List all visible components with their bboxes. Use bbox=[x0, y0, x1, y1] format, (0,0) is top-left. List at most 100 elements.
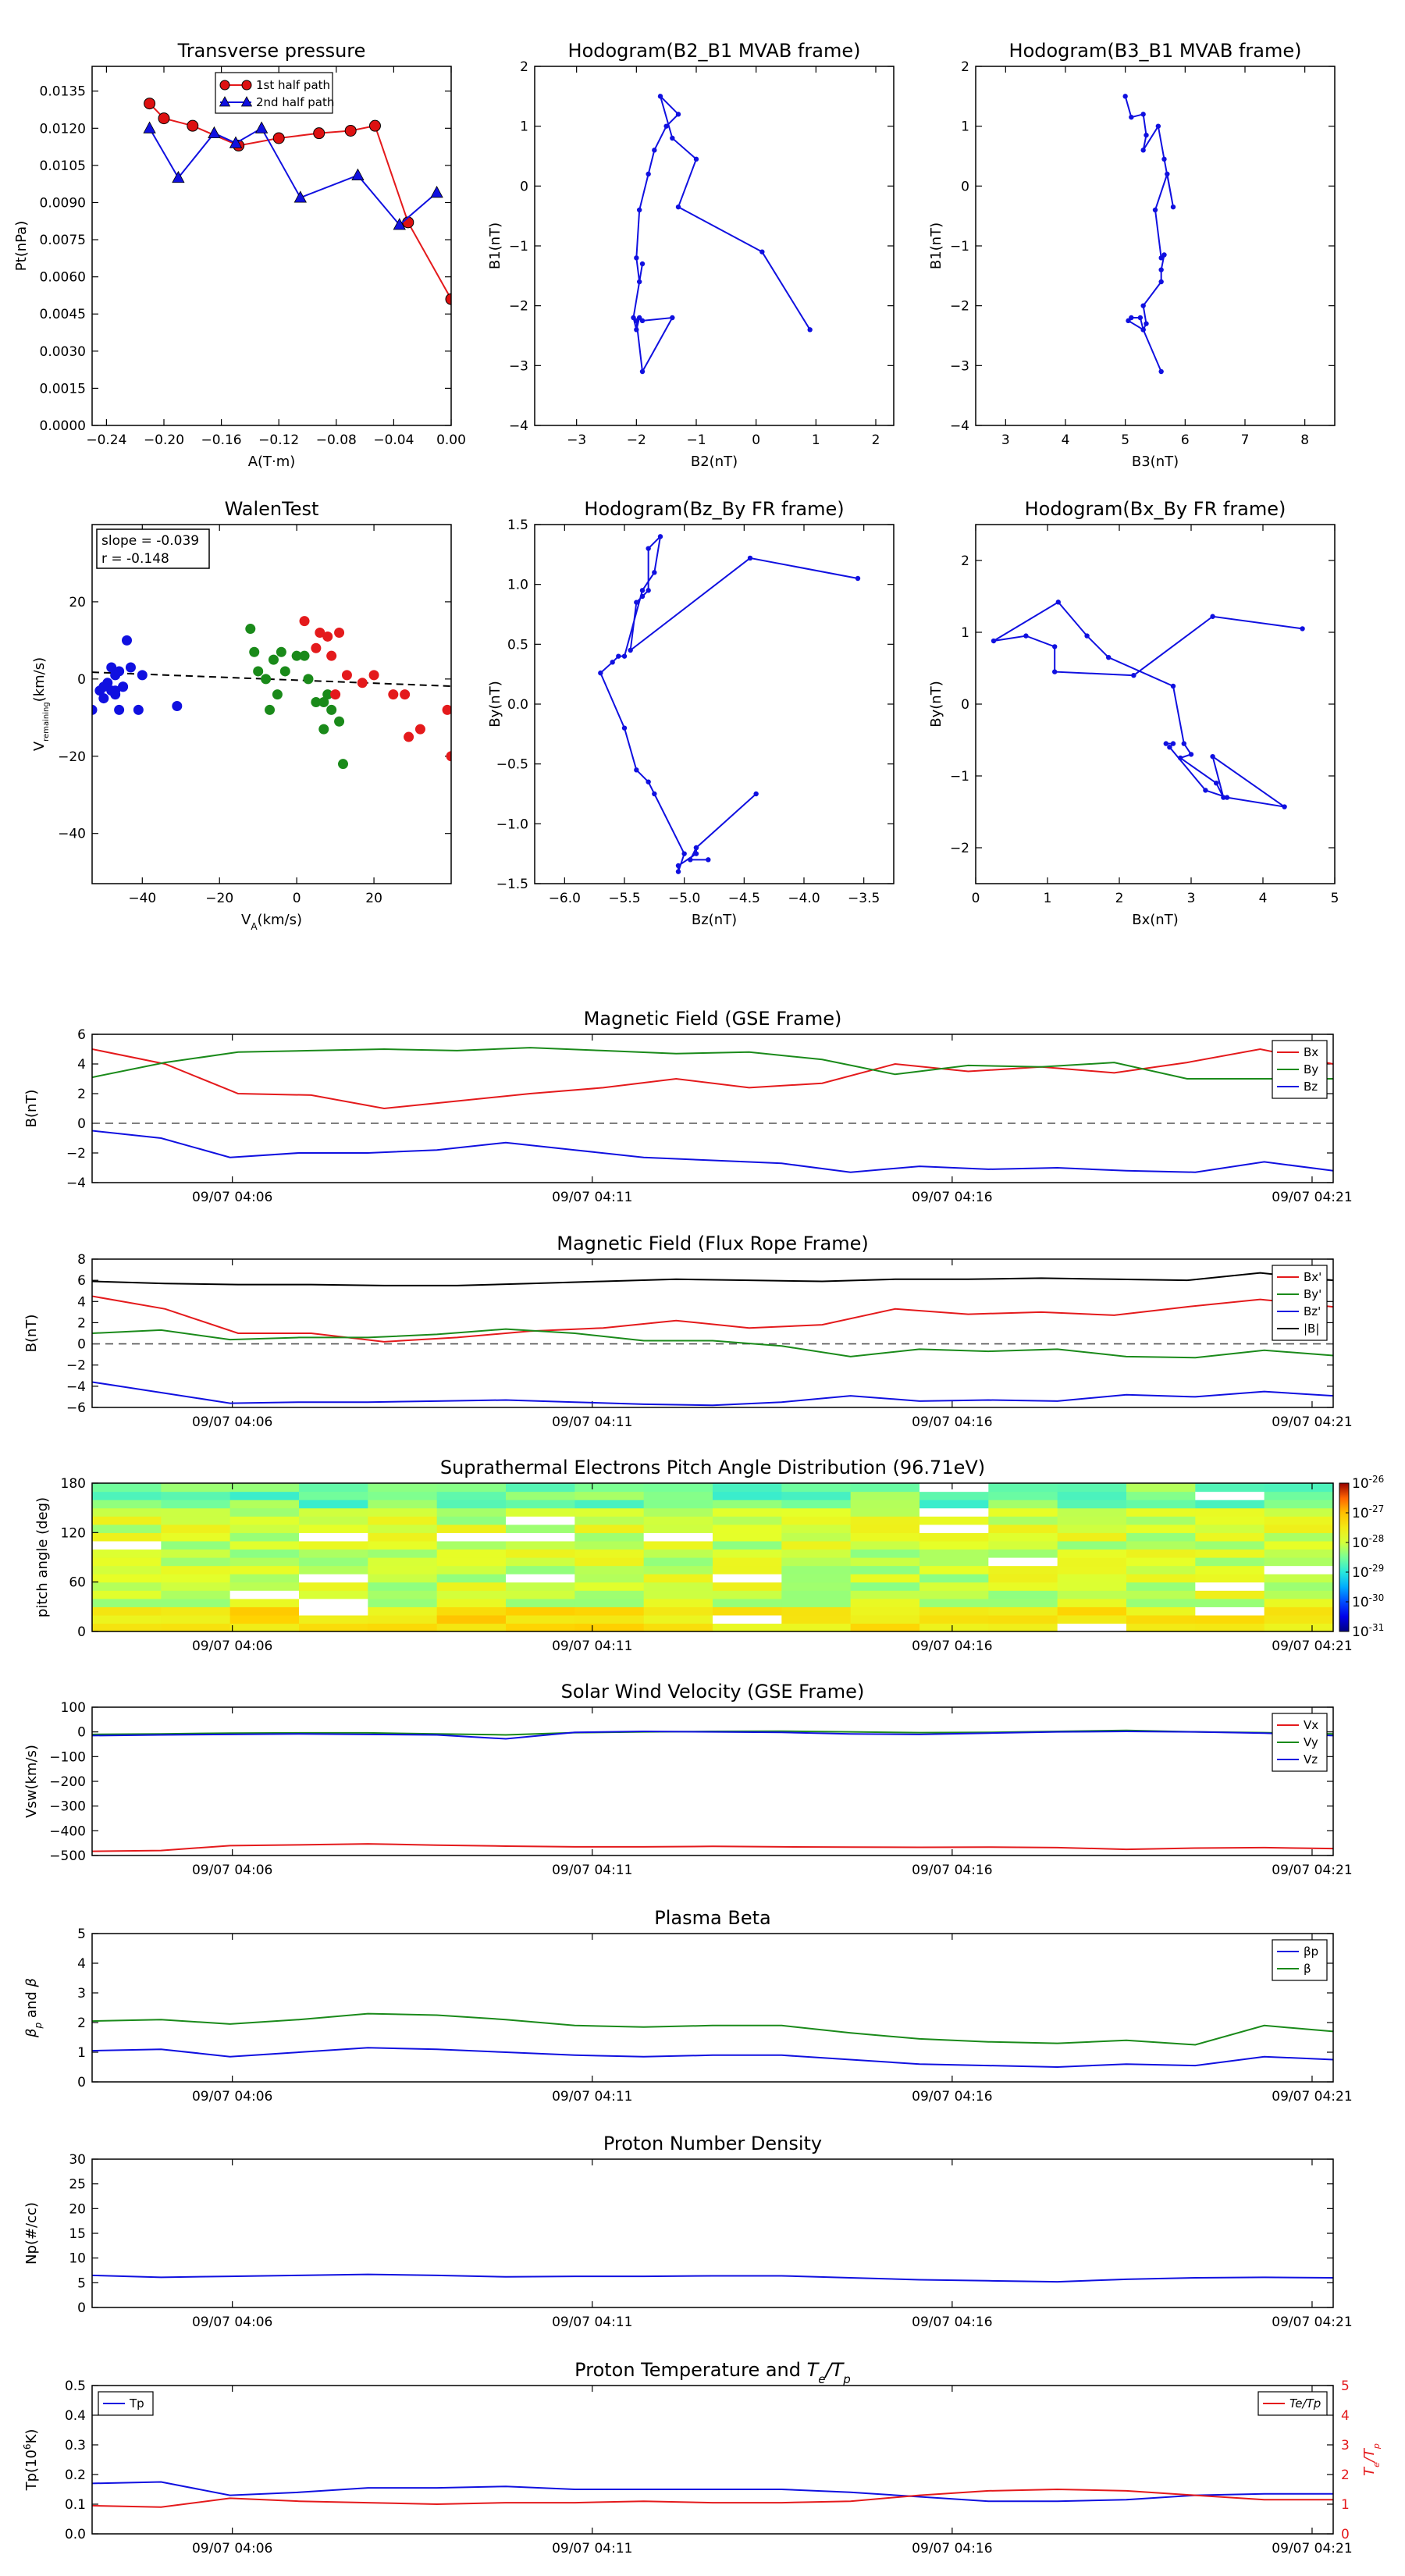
scatter-point bbox=[404, 731, 414, 742]
heat-cell bbox=[1195, 1483, 1265, 1493]
marker-dot bbox=[991, 638, 997, 644]
heat-cell bbox=[1126, 1598, 1196, 1607]
heat-cell bbox=[161, 1507, 231, 1517]
plot-frame bbox=[91, 524, 452, 884]
y-right-sub-p: p bbox=[1371, 2443, 1382, 2450]
marker-dot bbox=[610, 660, 615, 665]
heat-cell bbox=[713, 1483, 782, 1493]
heat-cell bbox=[713, 1565, 782, 1574]
heat-cell bbox=[643, 1483, 713, 1493]
x-tick-label: −0.20 bbox=[144, 432, 184, 448]
marker-dot bbox=[1158, 368, 1164, 375]
plot-area bbox=[631, 93, 813, 375]
x-tick-label: 4 bbox=[1062, 432, 1070, 448]
heat-cell bbox=[1126, 1532, 1196, 1542]
y-tick-label: −400 bbox=[49, 1823, 86, 1839]
scatter-point bbox=[125, 662, 136, 673]
y-tick-label: −2 bbox=[509, 299, 528, 315]
heat-cell bbox=[1195, 1623, 1265, 1632]
series-line-Bx bbox=[92, 1048, 1333, 1110]
colorbar-base: 10 bbox=[1352, 1476, 1369, 1492]
colorbar-base: 10 bbox=[1352, 1506, 1369, 1521]
y-tick-label: 60 bbox=[69, 1575, 86, 1591]
heat-cell bbox=[436, 1574, 507, 1583]
chart-bgse: Magnetic Field (GSE Frame) 09/07 04:06 09/… bbox=[23, 1008, 1353, 1205]
marker-dot bbox=[1140, 112, 1146, 117]
heat-cell bbox=[299, 1582, 368, 1591]
heat-cell bbox=[92, 1483, 162, 1493]
plot-frame bbox=[91, 1258, 1334, 1408]
marker-dot bbox=[1181, 741, 1187, 746]
x-tick-label: 09/07 04:11 bbox=[552, 2541, 632, 2556]
heat-cell bbox=[988, 1565, 1058, 1574]
x-tick-label: 0.00 bbox=[436, 432, 466, 448]
heat-cell bbox=[574, 1491, 645, 1500]
marker-dot bbox=[634, 255, 639, 261]
heat-cell bbox=[643, 1565, 713, 1574]
y-axis-label: pitch angle (deg) bbox=[34, 1497, 51, 1617]
x-tick-label: 09/07 04:11 bbox=[552, 1414, 632, 1430]
heat-cell bbox=[988, 1500, 1058, 1509]
heat-cell bbox=[850, 1500, 920, 1509]
heat-cell bbox=[229, 1590, 300, 1599]
heat-cell bbox=[1057, 1507, 1127, 1517]
heat-cell bbox=[1057, 1540, 1127, 1550]
x-axis-label-unit: (km/s) bbox=[258, 912, 302, 928]
y-tick-label: 10 bbox=[69, 2251, 86, 2267]
chart-pad: Suprathermal Electrons Pitch Angle Distr… bbox=[34, 1457, 1384, 1654]
heat-cell bbox=[161, 1598, 231, 1607]
y-tick-label: 0.0030 bbox=[40, 344, 86, 360]
heat-cell bbox=[506, 1491, 575, 1500]
series-line-0 bbox=[92, 2273, 1333, 2283]
marker-dot bbox=[1106, 655, 1112, 660]
x-tick-label: 09/07 04:06 bbox=[192, 2314, 272, 2330]
heat-cell bbox=[92, 1524, 162, 1533]
heat-cell bbox=[299, 1483, 368, 1493]
x-tick-label: −0.08 bbox=[316, 432, 357, 448]
legend-marker bbox=[240, 96, 253, 107]
heat-cell bbox=[229, 1540, 300, 1550]
plot-frame bbox=[91, 66, 452, 426]
heat-cell bbox=[643, 1557, 713, 1567]
heat-cell bbox=[850, 1557, 920, 1567]
heat-cell bbox=[1057, 1516, 1127, 1525]
x-tick-label: 09/07 04:06 bbox=[192, 1638, 272, 1654]
y-axis-label-sub: remaining bbox=[42, 702, 51, 742]
heat-cell bbox=[299, 1516, 368, 1525]
heat-cell bbox=[643, 1606, 713, 1616]
x-tick-label: 09/07 04:21 bbox=[1272, 1414, 1352, 1430]
marker-circle bbox=[272, 132, 285, 144]
heat-cell bbox=[713, 1590, 782, 1599]
y-right-slash: /T bbox=[1361, 2447, 1378, 2464]
heat-cell bbox=[506, 1507, 575, 1517]
heat-cell bbox=[988, 1549, 1058, 1558]
plot-frame bbox=[91, 1933, 1334, 2083]
heat-cell bbox=[229, 1516, 300, 1525]
marker-dot bbox=[1129, 114, 1134, 120]
heat-cell bbox=[368, 1606, 438, 1616]
marker-dot bbox=[1084, 633, 1090, 639]
marker-dot bbox=[670, 135, 675, 141]
marker-dot bbox=[1210, 614, 1215, 619]
scatter-point bbox=[368, 670, 379, 681]
series-line-Tp bbox=[92, 2481, 1333, 2503]
legend-right: Te/Tp bbox=[1257, 2391, 1328, 2416]
chart-title: Solar Wind Velocity (GSE Frame) bbox=[561, 1681, 865, 1703]
y-tick-label: 4 bbox=[77, 1057, 86, 1073]
y-tick-label: 120 bbox=[61, 1525, 86, 1541]
y-tick-label: 0 bbox=[77, 672, 86, 688]
chart-title: Transverse pressure bbox=[177, 40, 366, 62]
heat-cell bbox=[92, 1614, 162, 1624]
heat-cell bbox=[988, 1483, 1058, 1493]
colorbar-base: 10 bbox=[1352, 1595, 1369, 1610]
legend-marker bbox=[219, 80, 230, 91]
heat-cell bbox=[850, 1574, 920, 1583]
x-tick-label: 7 bbox=[1241, 432, 1250, 448]
marker-dot bbox=[634, 318, 639, 324]
heat-cell bbox=[574, 1590, 645, 1599]
legend: βp β bbox=[1272, 1939, 1328, 1981]
heat-cell bbox=[368, 1623, 438, 1632]
heat-cell bbox=[574, 1500, 645, 1509]
heat-cell bbox=[1057, 1500, 1127, 1509]
chart-title: Suprathermal Electrons Pitch Angle Distr… bbox=[440, 1457, 985, 1478]
